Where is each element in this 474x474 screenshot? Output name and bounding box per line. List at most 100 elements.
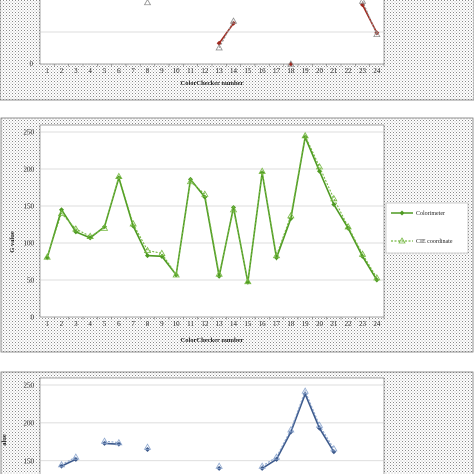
x-tick-label: 11 [187, 320, 194, 328]
x-tick-label: 16 [259, 320, 267, 328]
series-point [344, 222, 352, 230]
series-point [272, 453, 281, 460]
panel-middle-legend: Colorimeter CIE coordinate [385, 202, 469, 254]
x-tick-label: 15 [244, 320, 252, 328]
y-tick-label: 250 [24, 382, 35, 390]
x-tick-label: 19 [302, 67, 310, 75]
x-tick-label: 6 [117, 67, 121, 75]
x-tick-label: 22 [345, 320, 353, 328]
x-tick-label: 16 [259, 67, 267, 75]
x-tick-label: 1 [45, 67, 49, 75]
x-tick-label: 7 [131, 320, 135, 328]
panel-bottom-ylabel: alue [1, 434, 8, 446]
legend-label-cie: CIE coordinate [416, 239, 453, 245]
panel-middle-xlabel: ColorChecker number [181, 337, 244, 344]
x-tick-label: 9 [160, 320, 164, 328]
y-tick-label: 200 [24, 419, 35, 427]
series-point [172, 271, 180, 278]
x-tick-label: 17 [273, 320, 281, 328]
series-point [216, 40, 222, 46]
series-point [57, 460, 66, 468]
y-tick-label: 150 [24, 457, 35, 465]
x-tick-label: 12 [201, 320, 209, 328]
panel-bottom-yticks: 150 200 250 [24, 382, 35, 466]
panel-bottom-series [57, 387, 338, 471]
series-point [59, 463, 64, 469]
x-tick-label: 6 [117, 320, 121, 328]
x-tick-label: 5 [103, 67, 107, 75]
series-point [301, 387, 309, 394]
series-point [57, 209, 66, 217]
series-point [215, 462, 223, 469]
y-tick-label: 100 [24, 240, 35, 248]
x-tick-label: 3 [74, 67, 78, 75]
series-point [145, 253, 150, 259]
x-tick-label: 22 [345, 67, 353, 75]
series-point [86, 232, 94, 239]
panel-middle-ylabel: G value [9, 231, 16, 253]
x-tick-label: 13 [216, 320, 224, 328]
panel-bottom: 150 200 250 alue [0, 371, 474, 474]
series-line [61, 456, 77, 466]
series-point [331, 202, 337, 208]
x-tick-label: 20 [316, 320, 324, 328]
x-tick-label: 3 [74, 320, 78, 328]
panel-bottom-gridlines [40, 384, 384, 462]
series-line [218, 20, 234, 48]
series-point [288, 216, 294, 222]
x-tick-label: 18 [287, 67, 295, 75]
series-point [115, 438, 123, 446]
x-tick-label: 13 [216, 67, 224, 75]
series-point [330, 444, 338, 452]
series-line [46, 133, 378, 282]
panel-middle-plot-area [39, 124, 385, 318]
x-tick-label: 15 [244, 67, 252, 75]
legend-marker-colorimeter [399, 210, 405, 216]
panel-middle-yticks: 0 50 100 150 200 250 [24, 129, 35, 322]
x-tick-label: 2 [60, 320, 64, 328]
series-line [104, 440, 119, 444]
series-point [331, 449, 337, 455]
panel-top-xticks: 1 2 3 4 5 6 7 8 9 10 11 12 13 14 15 16 17 18 19 20 21 22 23 24 [45, 64, 385, 75]
x-tick-label: 20 [316, 67, 324, 75]
x-tick-label: 14 [230, 320, 238, 328]
legend-box [385, 202, 469, 254]
y-tick-label: 200 [24, 166, 35, 174]
panel-top: 0 1 2 3 4 5 6 7 8 9 10 11 12 13 14 15 16 17 18 19 20 21 22 23 2… [0, 0, 474, 101]
series-point [87, 235, 93, 241]
series-point [215, 43, 223, 51]
x-tick-label: 24 [373, 67, 381, 75]
series-point [100, 224, 109, 231]
series-point [258, 462, 266, 469]
panel-middle-xticks: 1 2 3 4 5 6 7 8 9 10 11 12 13 14 15 16 17 18 19 20 21 22 23 24 [45, 317, 385, 328]
series-line [218, 22, 235, 44]
legend-marker-cie [398, 237, 406, 244]
x-tick-label: 24 [373, 320, 381, 328]
x-tick-label: 10 [173, 67, 181, 75]
x-tick-label: 1 [45, 320, 49, 328]
x-tick-label: 21 [330, 67, 338, 75]
series-point [201, 190, 209, 197]
series-point [244, 277, 252, 285]
series-point [143, 0, 152, 6]
series-point [315, 421, 324, 428]
x-tick-label: 4 [88, 67, 92, 75]
series-point [258, 167, 266, 174]
series-point [272, 251, 281, 259]
y-tick-label: 50 [27, 277, 35, 285]
series-point [373, 273, 381, 281]
series-point [73, 229, 79, 235]
series-point [287, 211, 295, 219]
panel-middle-gridlines [40, 131, 384, 281]
series-point [143, 443, 152, 450]
series-point [317, 425, 322, 431]
series-point [72, 453, 80, 460]
panel-top-series [143, 0, 381, 67]
y-tick-label: 250 [24, 129, 35, 137]
series-point [358, 0, 367, 4]
x-tick-label: 11 [187, 67, 194, 75]
series-point [301, 131, 309, 139]
series-point [229, 205, 238, 213]
